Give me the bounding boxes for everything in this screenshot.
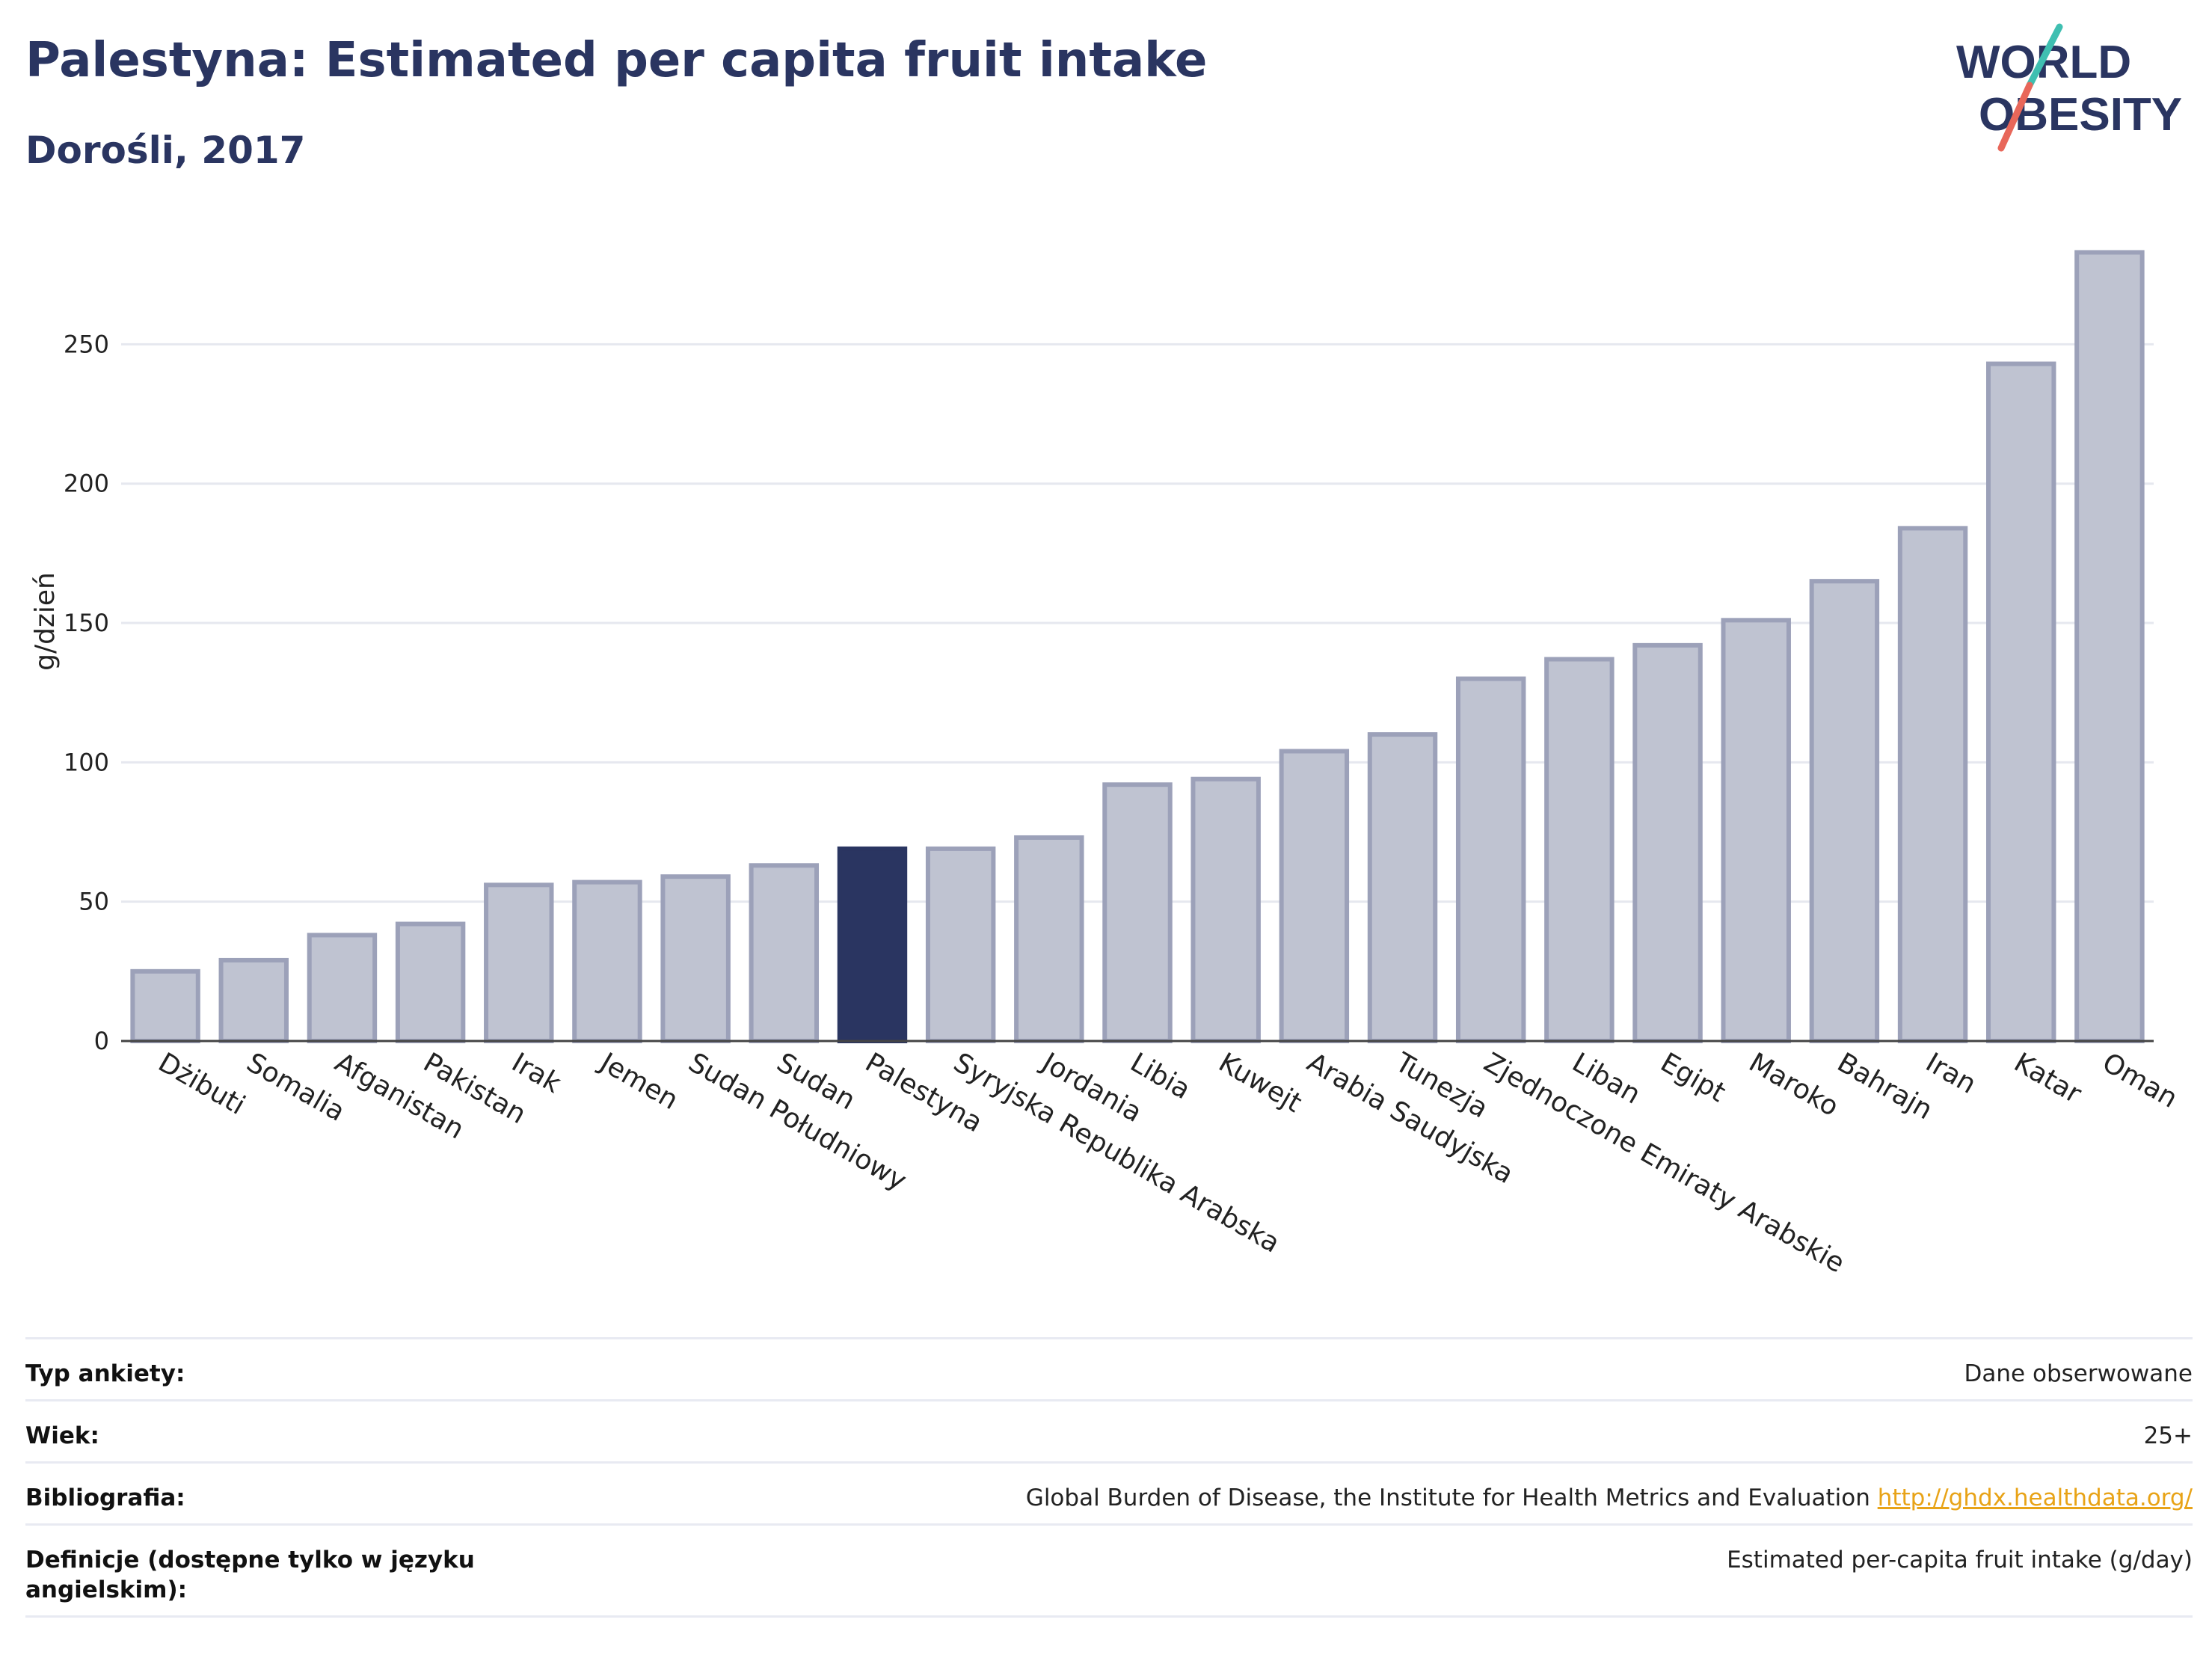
bar [1897,526,1968,1043]
logo-slash-top [2026,23,2063,89]
world-obesity-logo: WORLD OBESITY [1956,23,2182,152]
y-axis-title: g/dzień [30,572,61,671]
x-tick-label: Maroko [1744,1047,1844,1123]
bar [218,957,289,1044]
bar [749,863,820,1043]
bar [1544,657,1615,1043]
y-tick-label: 100 [64,748,109,776]
meta-value: Dane obserwowane [1964,1360,2193,1387]
meta-label: Bibliografia: [25,1484,185,1511]
meta-label: Wiek: [25,1422,99,1449]
bar [1367,732,1438,1044]
y-tick-label: 0 [94,1027,109,1055]
x-tick-label: Jemen [594,1046,683,1116]
bar [2074,250,2145,1043]
bar [1455,676,1526,1043]
meta-value: 25+ [2143,1422,2193,1449]
bar [572,879,642,1043]
bar [484,882,554,1043]
bar [1632,642,1703,1043]
bar [307,933,378,1044]
meta-row-definitions: Definicje (dostępne tylko w języku angie… [25,1523,2193,1618]
x-tick-label: Egipt [1656,1047,1731,1108]
bar [1014,835,1084,1044]
bar [130,968,200,1044]
logo-slash-bottom [1997,82,2033,152]
bar [1809,579,1880,1043]
y-tick-label: 50 [79,888,109,916]
y-tick-label: 150 [64,609,109,637]
x-tick-label: Katar [2009,1047,2086,1110]
metadata-table: Typ ankiety: Dane obserwowane Wiek: 25+ … [25,1337,2193,1618]
bar [1721,618,1791,1043]
x-tick-label: Oman [2097,1047,2182,1114]
meta-row-age: Wiek: 25+ [25,1399,2193,1461]
bar [1279,749,1350,1043]
x-tick-label: Kuwejt [1214,1047,1307,1119]
x-tick-label: Bahrajn [1832,1047,1938,1126]
bibliography-link[interactable]: http://ghdx.healthdata.org/ [1877,1484,2193,1511]
bibliography-text: Global Burden of Disease, the Institute … [1025,1484,1870,1511]
bar [925,846,996,1043]
meta-row-bibliography: Bibliografia: Global Burden of Disease, … [25,1461,2193,1523]
bar [1986,361,2056,1043]
bar [1102,782,1173,1043]
bar [395,921,466,1044]
meta-value: Global Burden of Disease, the Institute … [1026,1464,2193,1513]
chart-title: Palestyna: Estimated per capita fruit in… [25,33,1208,88]
x-tick-label: Somalia [242,1047,350,1128]
meta-row-survey-type: Typ ankiety: Dane obserwowane [25,1337,2193,1399]
x-tick-label: Iran [1920,1047,1981,1100]
y-tick-label: 200 [64,470,109,498]
x-tick-label: Irak [506,1047,566,1099]
meta-label: Typ ankiety: [25,1360,185,1387]
bar [660,874,731,1043]
bar-chart: 050100150200250g/dzieńDżibutiSomaliaAfga… [30,250,2183,1279]
bar [1191,776,1261,1043]
bar-highlighted [837,846,908,1043]
chart-subtitle: Dorośli, 2017 [25,129,306,172]
meta-label: Definicje (dostępne tylko w języku angie… [25,1547,475,1603]
x-tick-label: Dżibuti [153,1047,251,1121]
y-tick-label: 250 [64,330,109,358]
meta-value: Estimated per-capita fruit intake (g/day… [1727,1547,2193,1573]
